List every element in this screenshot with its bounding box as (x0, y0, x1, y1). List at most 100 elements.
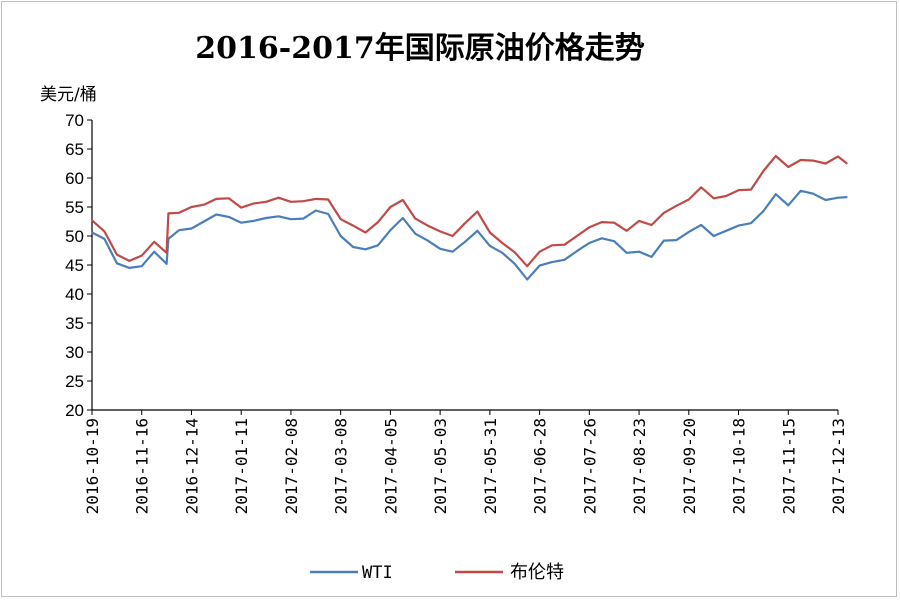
data-point (203, 203, 205, 206)
data-point (799, 159, 802, 161)
y-tick-label: 70 (65, 111, 84, 130)
data-point (414, 217, 417, 220)
data-point (787, 204, 790, 207)
data-point (451, 250, 454, 253)
data-point (489, 231, 491, 234)
data-point (725, 195, 727, 197)
data-point (252, 202, 255, 205)
x-tick-label: 2017-05-31 (481, 418, 500, 514)
y-tick-label: 65 (65, 140, 84, 159)
data-point (638, 220, 640, 222)
data-point (837, 155, 839, 158)
data-point (775, 155, 777, 157)
y-tick-label: 25 (65, 372, 84, 391)
x-tick-label: 2017-08-23 (630, 418, 649, 514)
data-point (513, 263, 516, 265)
x-tick-label: 2017-07-26 (580, 418, 599, 514)
data-point (203, 220, 205, 223)
y-tick-label: 45 (65, 256, 84, 275)
data-point (601, 237, 603, 240)
y-axis-ticks: 20 25 30 35 40 45 50 55 60 65 70 (65, 111, 92, 420)
y-tick-label: 20 (65, 401, 84, 420)
x-tick-label: 2017-02-08 (282, 418, 301, 514)
data-point (750, 222, 752, 224)
data-point (650, 224, 653, 226)
data-point (775, 193, 777, 195)
data-point (426, 224, 429, 227)
data-point (700, 224, 702, 226)
data-point (846, 162, 848, 165)
data-point (712, 235, 715, 237)
data-point (588, 242, 591, 244)
data-point (812, 192, 814, 195)
y-tick-label: 50 (65, 227, 84, 246)
y-tick-label: 40 (65, 285, 84, 304)
data-point (824, 162, 827, 165)
data-point (712, 197, 715, 200)
x-tick-label: 2016-12-14 (182, 418, 201, 514)
data-point (153, 250, 155, 253)
data-point (613, 240, 615, 242)
x-tick-label: 2017-10-18 (730, 418, 749, 514)
data-point (762, 170, 765, 172)
data-point (799, 190, 802, 192)
data-point (377, 244, 379, 247)
data-point (327, 198, 330, 201)
x-tick-label: 2016-11-16 (133, 418, 152, 514)
data-point (402, 217, 404, 219)
data-point (190, 206, 193, 208)
data-point (688, 231, 690, 233)
data-point (302, 217, 305, 220)
data-point (563, 243, 566, 246)
data-point (128, 267, 131, 269)
data-point (277, 196, 280, 199)
data-point (116, 262, 118, 265)
x-tick-label: 2017-09-20 (680, 418, 699, 514)
data-point (663, 239, 665, 242)
data-point (551, 244, 553, 247)
x-tick-label: 2017-11-15 (779, 418, 798, 514)
data-point (215, 213, 218, 216)
x-tick-label: 2017-03-08 (332, 418, 351, 514)
data-point (576, 235, 578, 237)
data-point (737, 189, 740, 191)
data-point (265, 201, 267, 203)
data-point (128, 260, 131, 262)
data-point (762, 210, 765, 212)
data-point (625, 230, 628, 232)
data-point (501, 242, 504, 244)
y-axis-unit-label: 美元/桶 (40, 85, 97, 105)
data-point (489, 245, 491, 247)
data-point (526, 265, 528, 268)
data-point (165, 263, 168, 265)
data-point (327, 213, 330, 215)
y-tick-label: 30 (65, 343, 84, 362)
data-point (812, 159, 814, 162)
data-point (846, 196, 848, 198)
data-point (439, 230, 441, 233)
data-point (252, 220, 255, 222)
data-point (91, 219, 93, 222)
x-tick-label: 2017-12-13 (829, 418, 848, 514)
x-tick-label: 2017-04-05 (381, 418, 400, 514)
data-point (426, 239, 429, 242)
data-point (476, 210, 479, 213)
data-point (265, 217, 267, 219)
data-point (215, 198, 218, 200)
data-point (140, 265, 143, 268)
data-point (439, 248, 441, 250)
data-point (389, 229, 392, 231)
data-point (364, 248, 367, 251)
x-tick-label: 2017-05-03 (431, 418, 450, 514)
data-point (228, 216, 230, 218)
legend-label-wti: WTI (362, 563, 393, 583)
data-point (190, 227, 193, 230)
data-point (290, 218, 292, 220)
data-point (675, 239, 678, 241)
data-point (476, 230, 479, 232)
data-point (551, 261, 553, 263)
data-point (315, 209, 317, 212)
data-point (601, 221, 603, 223)
chart-title: 2016-2017年国际原油价格走势 (195, 31, 644, 66)
